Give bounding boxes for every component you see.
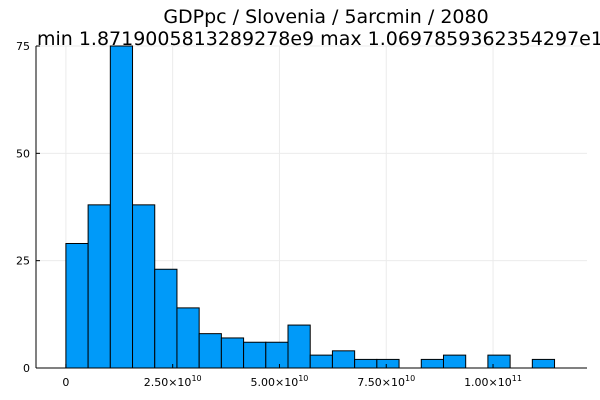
x-tick-label: 0	[62, 376, 69, 389]
x-tick-label: 7.50×1010	[357, 374, 415, 389]
histogram-bar	[154, 268, 178, 369]
y-tick-label: 50	[16, 147, 30, 160]
histogram-bar	[487, 354, 511, 369]
histogram-bar	[309, 354, 333, 369]
x-tick-label: 5.00×1010	[251, 374, 309, 389]
histogram-bar	[87, 204, 111, 369]
y-tick-label: 25	[16, 255, 30, 268]
x-tick-label: 1.00×1011	[464, 374, 522, 389]
histogram-bar	[198, 333, 222, 369]
histogram-bar	[109, 45, 134, 369]
histogram-bar	[442, 354, 467, 369]
chart-subtitle: min 1.8719005813289278e9 max 1.069785936…	[37, 28, 600, 50]
histogram-bar	[65, 242, 89, 369]
histogram-bar	[176, 307, 200, 369]
y-tick-labels: 0 25 50 75	[16, 40, 40, 375]
histogram-bar	[132, 204, 156, 369]
chart-title: GDPpc / Slovenia / 5arcmin / 2080	[163, 6, 488, 28]
x-tick-label: 2.50×1010	[144, 374, 202, 389]
histogram-bar	[531, 358, 556, 369]
histogram-bar	[220, 337, 245, 369]
axes	[35, 46, 587, 369]
histogram-bar	[243, 341, 267, 369]
y-tick-label: 75	[16, 40, 30, 53]
histogram-bar	[354, 358, 378, 369]
bars	[65, 45, 556, 369]
x-tick-labels: 0 2.50×1010 5.00×1010 7.50×1010 1.00×1011	[62, 364, 522, 389]
histogram-bar	[287, 324, 311, 369]
histogram-bar	[420, 358, 444, 369]
histogram-bar	[331, 350, 356, 369]
histogram-bar	[265, 341, 289, 369]
histogram-bar	[376, 358, 400, 369]
y-tick-label: 0	[23, 362, 30, 375]
